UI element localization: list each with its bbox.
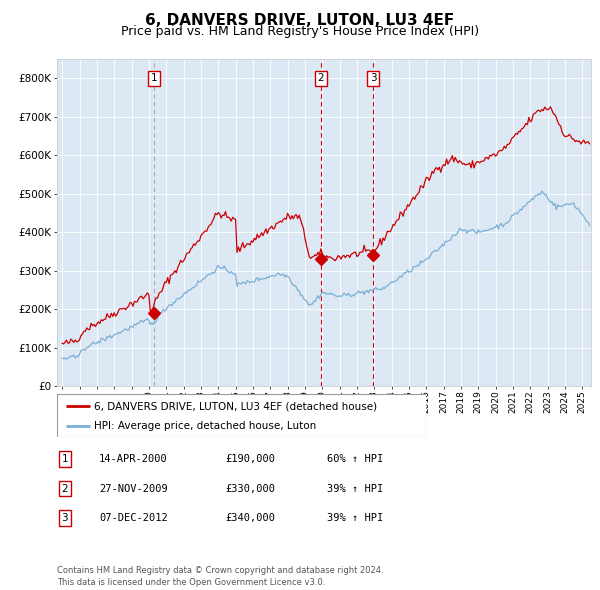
Text: 3: 3 (61, 513, 68, 523)
Text: 1: 1 (151, 73, 157, 83)
Text: 60% ↑ HPI: 60% ↑ HPI (327, 454, 383, 464)
Text: 27-NOV-2009: 27-NOV-2009 (99, 484, 168, 493)
Text: 2: 2 (61, 484, 68, 493)
Text: 39% ↑ HPI: 39% ↑ HPI (327, 484, 383, 493)
Text: £190,000: £190,000 (225, 454, 275, 464)
Text: 39% ↑ HPI: 39% ↑ HPI (327, 513, 383, 523)
Text: 6, DANVERS DRIVE, LUTON, LU3 4EF: 6, DANVERS DRIVE, LUTON, LU3 4EF (145, 13, 455, 28)
Text: HPI: Average price, detached house, Luton: HPI: Average price, detached house, Luto… (94, 421, 316, 431)
Text: 1: 1 (61, 454, 68, 464)
Text: Price paid vs. HM Land Registry's House Price Index (HPI): Price paid vs. HM Land Registry's House … (121, 25, 479, 38)
Text: 6, DANVERS DRIVE, LUTON, LU3 4EF (detached house): 6, DANVERS DRIVE, LUTON, LU3 4EF (detach… (94, 401, 377, 411)
Text: 3: 3 (370, 73, 377, 83)
Text: 07-DEC-2012: 07-DEC-2012 (99, 513, 168, 523)
Text: £340,000: £340,000 (225, 513, 275, 523)
Text: 2: 2 (317, 73, 324, 83)
Text: Contains HM Land Registry data © Crown copyright and database right 2024.
This d: Contains HM Land Registry data © Crown c… (57, 566, 383, 587)
FancyBboxPatch shape (57, 394, 426, 437)
Text: 14-APR-2000: 14-APR-2000 (99, 454, 168, 464)
Text: £330,000: £330,000 (225, 484, 275, 493)
